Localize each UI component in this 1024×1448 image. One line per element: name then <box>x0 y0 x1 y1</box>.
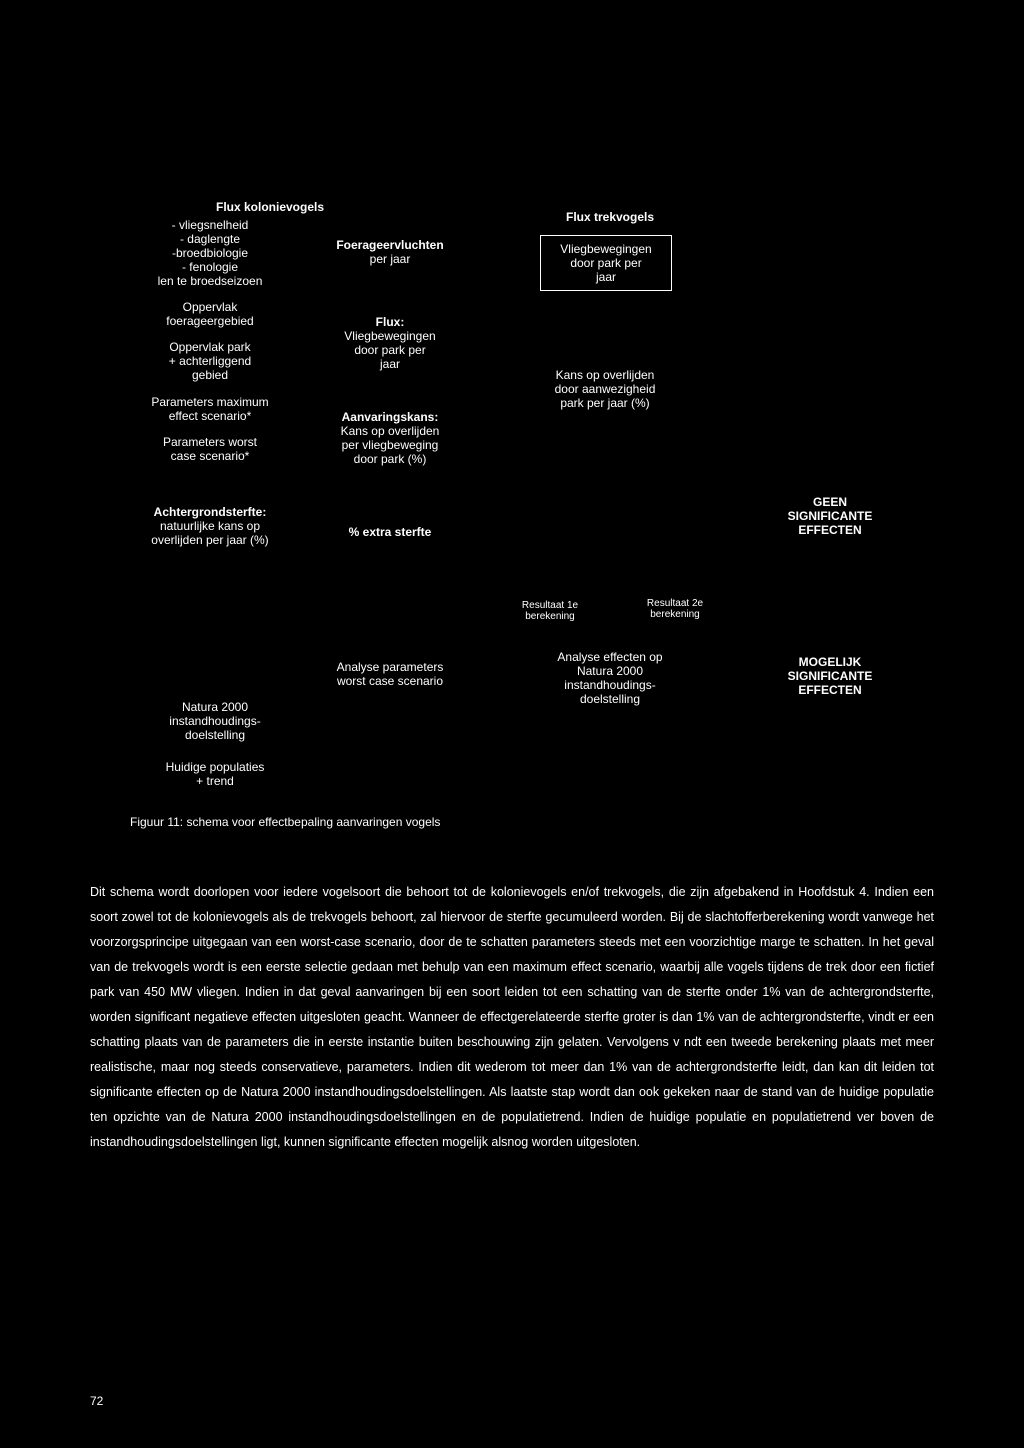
text: EFFECTEN <box>770 683 890 697</box>
left-params-block5: Parameters worst case scenario* <box>140 435 280 463</box>
text: EFFECTEN <box>770 523 890 537</box>
text: Vliegbewegingen <box>320 329 460 343</box>
text: Huidige populaties <box>150 760 280 774</box>
text: door park per <box>320 343 460 357</box>
text: instandhoudings- <box>150 714 280 728</box>
text: Resultaat 1e <box>510 600 590 611</box>
text: Resultaat 2e <box>635 598 715 609</box>
text: jaar <box>320 357 460 371</box>
text: SIGNIFICANTE <box>770 509 890 523</box>
right-kans-overlijden: Kans op overlijden door aanwezigheid par… <box>540 368 670 410</box>
text: doelstelling <box>150 728 280 742</box>
mid-aanvaringskans: Aanvaringskans: Kans op overlijden per v… <box>320 410 460 466</box>
text: Parameters maximum <box>140 395 280 409</box>
mid-flux: Flux: Vliegbewegingen door park per jaar <box>320 315 460 371</box>
bottom-natura: Natura 2000 instandhoudings- doelstellin… <box>150 700 280 742</box>
text: Flux: <box>320 315 460 329</box>
text: - vliegsnelheid <box>140 218 280 232</box>
text: -broedbiologie <box>140 246 280 260</box>
text: case scenario* <box>140 449 280 463</box>
text: gebied <box>140 368 280 382</box>
left-params-block3: Oppervlak park + achterliggend gebied <box>140 340 280 382</box>
left-params-block1: - vliegsnelheid - daglengte -broedbiolog… <box>140 218 280 288</box>
text: GEEN <box>770 495 890 509</box>
text: + achterliggend <box>140 354 280 368</box>
text: jaar <box>551 270 661 284</box>
text: doelstelling <box>540 692 680 706</box>
diagram: Flux kolonievogels Flux trekvogels - vli… <box>90 200 934 820</box>
mid-extra-sterfte: % extra sterfte <box>320 525 460 539</box>
text: natuurlijke kans op <box>140 519 280 533</box>
text: park per jaar (%) <box>540 396 670 410</box>
text: - fenologie <box>140 260 280 274</box>
text: MOGELIJK <box>770 655 890 669</box>
text: overlijden per jaar (%) <box>140 533 280 547</box>
text: Aanvaringskans: <box>320 410 460 424</box>
text: Kans op overlijden <box>540 368 670 382</box>
text: len te broedseizoen <box>140 274 280 288</box>
text: Natura 2000 <box>150 700 280 714</box>
title-flux-kolonievogels: Flux kolonievogels <box>160 200 380 214</box>
text: + trend <box>150 774 280 788</box>
right-analyse-natura: Analyse effecten op Natura 2000 instandh… <box>540 650 680 706</box>
text: per jaar <box>320 252 460 266</box>
mid-analyse-parameters: Analyse parameters worst case scenario <box>320 660 460 688</box>
left-params-block2: Oppervlak foerageergebied <box>140 300 280 328</box>
left-achtergrondsterfte: Achtergrondsterfte: natuurlijke kans op … <box>140 505 280 547</box>
text: door park (%) <box>320 452 460 466</box>
resultaat-1e: Resultaat 1e berekening <box>510 600 590 622</box>
text: berekening <box>635 609 715 620</box>
body-paragraph: Dit schema wordt doorlopen voor iedere v… <box>90 880 934 1155</box>
text: - daglengte <box>140 232 280 246</box>
mid-foerageervluchten: Foerageervluchten per jaar <box>320 238 460 266</box>
resultaat-2e: Resultaat 2e berekening <box>635 598 715 620</box>
text: per vliegbeweging <box>320 438 460 452</box>
text: effect scenario* <box>140 409 280 423</box>
text: worst case scenario <box>320 674 460 688</box>
title-flux-trekvogels: Flux trekvogels <box>540 210 680 224</box>
text: foerageergebied <box>140 314 280 328</box>
text: Achtergrondsterfte: <box>140 505 280 519</box>
page-number: 72 <box>90 1394 103 1408</box>
text: berekening <box>510 611 590 622</box>
text: door park per <box>551 256 661 270</box>
text: Kans op overlijden <box>320 424 460 438</box>
text: Analyse effecten op <box>540 650 680 664</box>
left-params-block4: Parameters maximum effect scenario* <box>140 395 280 423</box>
text: Oppervlak <box>140 300 280 314</box>
text: door aanwezigheid <box>540 382 670 396</box>
text: Oppervlak park <box>140 340 280 354</box>
text: SIGNIFICANTE <box>770 669 890 683</box>
bottom-populaties: Huidige populaties + trend <box>150 760 280 788</box>
text: Parameters worst <box>140 435 280 449</box>
figure-caption: Figuur 11: schema voor effectbepaling aa… <box>130 815 830 829</box>
text: Natura 2000 <box>540 664 680 678</box>
text: instandhoudings- <box>540 678 680 692</box>
text: Foerageervluchten <box>320 238 460 252</box>
text: Analyse parameters <box>320 660 460 674</box>
right-vliegbewegingen-box: Vliegbewegingen door park per jaar <box>540 235 672 291</box>
outcome-geen-effecten: GEEN SIGNIFICANTE EFFECTEN <box>770 495 890 537</box>
outcome-mogelijk-effecten: MOGELIJK SIGNIFICANTE EFFECTEN <box>770 655 890 697</box>
text: Vliegbewegingen <box>551 242 661 256</box>
